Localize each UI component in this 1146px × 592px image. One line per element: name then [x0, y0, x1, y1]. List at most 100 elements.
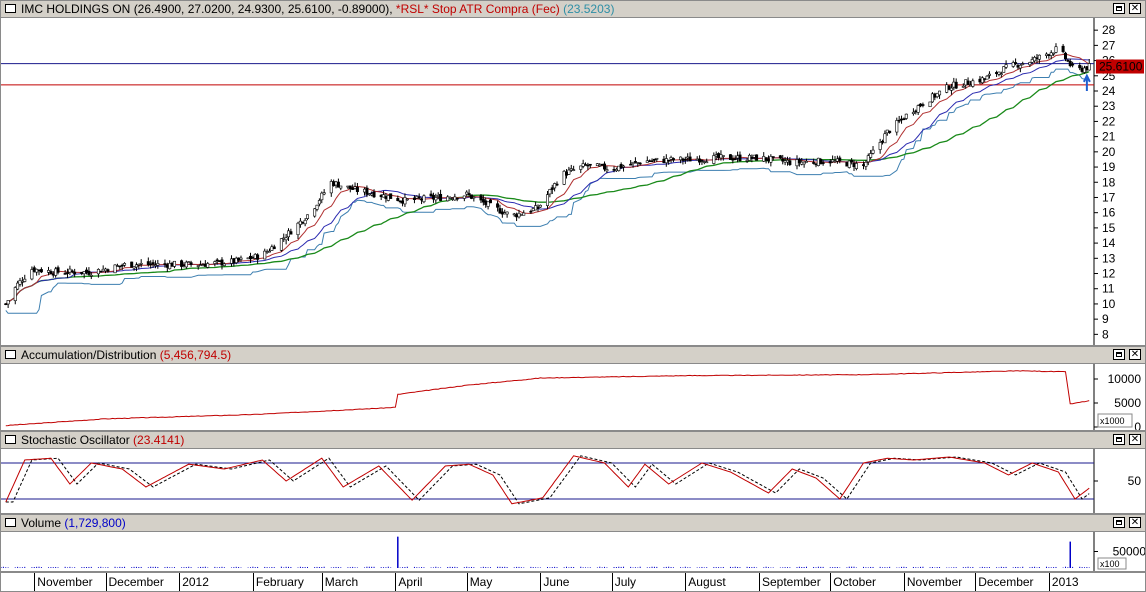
close-icon[interactable]: ✕	[1129, 3, 1141, 14]
candle-body	[322, 192, 326, 195]
candle-body	[978, 78, 982, 83]
candle-body	[750, 156, 754, 159]
last-price-badge-bg	[1096, 59, 1144, 74]
candle-body	[648, 160, 652, 162]
candle-body	[215, 259, 219, 262]
candle-body	[519, 214, 523, 216]
candle-body	[1049, 52, 1053, 56]
maximize-icon[interactable]	[1113, 434, 1125, 445]
candle-body	[234, 257, 238, 263]
candle-body	[862, 164, 866, 166]
time-axis-label: June	[543, 575, 570, 589]
candle-body	[201, 264, 205, 267]
price-tick-label: 10	[1102, 297, 1116, 311]
candle-body	[412, 197, 416, 200]
candle-body	[769, 156, 773, 163]
candle-body	[966, 80, 970, 85]
candle-body	[367, 193, 371, 195]
candle-body	[755, 154, 759, 161]
candle-body	[16, 282, 20, 290]
candle-body	[306, 214, 310, 219]
time-axis-label: March	[324, 575, 359, 589]
candle-body	[664, 158, 668, 164]
candle-body	[450, 198, 454, 200]
candle-body	[900, 118, 904, 121]
time-axis-label: August	[688, 575, 726, 589]
candle-body	[1028, 62, 1032, 66]
candle-body	[187, 261, 191, 263]
candle-body	[622, 165, 626, 168]
candle-body	[415, 195, 419, 199]
candle-body	[721, 155, 725, 157]
candle-body	[883, 133, 887, 144]
candle-body	[745, 160, 749, 162]
ad-multiplier-box	[1097, 413, 1133, 428]
candle-body	[897, 119, 901, 122]
candle-body	[218, 260, 222, 262]
candle-body	[462, 195, 466, 199]
maximize-icon[interactable]	[1113, 3, 1125, 14]
candle-body	[705, 161, 709, 164]
candle-body	[1063, 52, 1067, 60]
panel-menu-icon[interactable]	[5, 435, 16, 444]
indicator-value: (23.5203)	[563, 2, 615, 16]
maximize-icon[interactable]	[1113, 517, 1125, 528]
candle-body	[73, 271, 77, 275]
candle-body	[945, 84, 949, 93]
candle-body	[816, 157, 820, 166]
candle-body	[702, 161, 706, 163]
candle-body	[486, 201, 490, 207]
candle-body	[631, 161, 635, 165]
candle-body	[386, 195, 390, 201]
candle-body	[731, 158, 735, 161]
candle-body	[738, 154, 742, 162]
candle-body	[866, 155, 870, 163]
candle-body	[652, 158, 656, 161]
price-titlebar: IMC HOLDINGS ON (26.4900, 27.0200, 24.93…	[1, 1, 1145, 18]
price-tick-label: 14	[1102, 236, 1116, 250]
candle-body	[1037, 54, 1041, 60]
candle-body	[1087, 63, 1091, 71]
last-price-badge: 25.6100	[1099, 60, 1143, 74]
candle-body	[339, 185, 343, 189]
time-axis-tick	[105, 573, 107, 591]
candle-body	[488, 199, 492, 204]
candle-body	[47, 270, 51, 273]
candle-body	[267, 250, 271, 253]
candle-body	[168, 263, 172, 270]
candle-body	[536, 206, 540, 209]
candle-body	[332, 181, 336, 187]
panel-menu-icon[interactable]	[5, 350, 16, 359]
candle-body	[498, 208, 502, 214]
time-axis-label: 2013	[1051, 575, 1079, 589]
candle-body	[334, 181, 338, 186]
time-axis-label: December	[978, 575, 1034, 589]
maximize-icon[interactable]	[1113, 349, 1125, 360]
candle-body	[683, 159, 687, 161]
panel-menu-icon[interactable]	[5, 518, 16, 527]
candle-body	[1082, 67, 1086, 73]
candle-body	[398, 200, 402, 203]
close-icon[interactable]: ✕	[1129, 517, 1141, 528]
candle-body	[916, 105, 920, 113]
candle-body	[1035, 57, 1039, 60]
time-axis-tick	[903, 573, 905, 591]
panel-menu-icon[interactable]	[5, 4, 16, 13]
candle-body	[885, 129, 889, 134]
candle-body	[436, 195, 440, 197]
candle-body	[814, 163, 818, 166]
candle-body	[329, 181, 333, 194]
time-axis-tick	[759, 573, 760, 591]
candle-body	[237, 257, 241, 261]
candle-body	[251, 257, 255, 259]
candle-body	[289, 231, 293, 235]
close-icon[interactable]: ✕	[1129, 349, 1141, 360]
close-icon[interactable]: ✕	[1129, 434, 1141, 445]
symbol-name: IMC HOLDINGS ON	[21, 2, 131, 16]
candle-body	[320, 192, 324, 201]
candle-body	[246, 257, 250, 260]
candle-body	[365, 187, 369, 195]
price-tick-label: 28	[1102, 23, 1116, 37]
candle-body	[667, 159, 671, 162]
candle-body	[1018, 64, 1022, 69]
